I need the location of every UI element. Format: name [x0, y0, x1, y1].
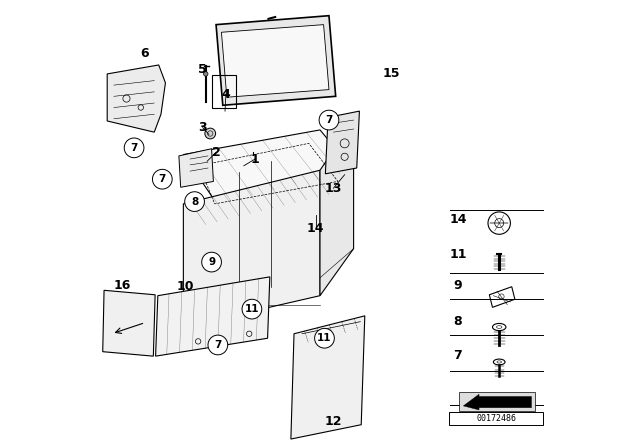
Polygon shape [320, 121, 353, 296]
Text: 14: 14 [307, 222, 324, 235]
Polygon shape [107, 65, 165, 132]
FancyBboxPatch shape [459, 392, 535, 411]
Polygon shape [102, 290, 155, 356]
Text: 1: 1 [251, 152, 259, 166]
Circle shape [208, 335, 228, 355]
Text: 8: 8 [454, 315, 462, 328]
Polygon shape [183, 130, 353, 204]
Text: 9: 9 [208, 257, 215, 267]
Text: 7: 7 [159, 174, 166, 184]
Circle shape [185, 192, 204, 211]
Polygon shape [291, 316, 365, 439]
Circle shape [152, 169, 172, 189]
Text: 14: 14 [449, 213, 467, 226]
Text: 16: 16 [113, 279, 131, 293]
Text: 7: 7 [131, 143, 138, 153]
Text: 13: 13 [324, 181, 342, 195]
Text: 10: 10 [177, 280, 195, 293]
Text: 11: 11 [449, 248, 467, 261]
Text: 3: 3 [198, 121, 207, 134]
Circle shape [315, 328, 334, 348]
Text: 2: 2 [212, 146, 220, 159]
Circle shape [124, 138, 144, 158]
Text: 6: 6 [140, 47, 148, 60]
Polygon shape [156, 277, 270, 356]
Text: 15: 15 [383, 67, 401, 81]
Text: 8: 8 [191, 197, 198, 207]
Circle shape [202, 252, 221, 272]
Text: 7: 7 [214, 340, 221, 350]
Text: 00172486: 00172486 [476, 414, 516, 423]
Circle shape [204, 72, 208, 76]
Text: 11: 11 [317, 333, 332, 343]
Polygon shape [325, 111, 360, 174]
Text: 12: 12 [324, 414, 342, 428]
Polygon shape [179, 149, 213, 187]
Text: 11: 11 [244, 304, 259, 314]
Circle shape [319, 110, 339, 130]
Polygon shape [221, 25, 329, 97]
Text: 7: 7 [454, 349, 462, 362]
Circle shape [242, 299, 262, 319]
Text: 4: 4 [221, 87, 230, 101]
Polygon shape [463, 394, 531, 410]
Polygon shape [183, 170, 320, 327]
Circle shape [205, 128, 216, 139]
Polygon shape [216, 16, 335, 105]
Text: 9: 9 [454, 279, 462, 293]
Text: 7: 7 [325, 115, 333, 125]
Text: 5: 5 [198, 63, 207, 76]
